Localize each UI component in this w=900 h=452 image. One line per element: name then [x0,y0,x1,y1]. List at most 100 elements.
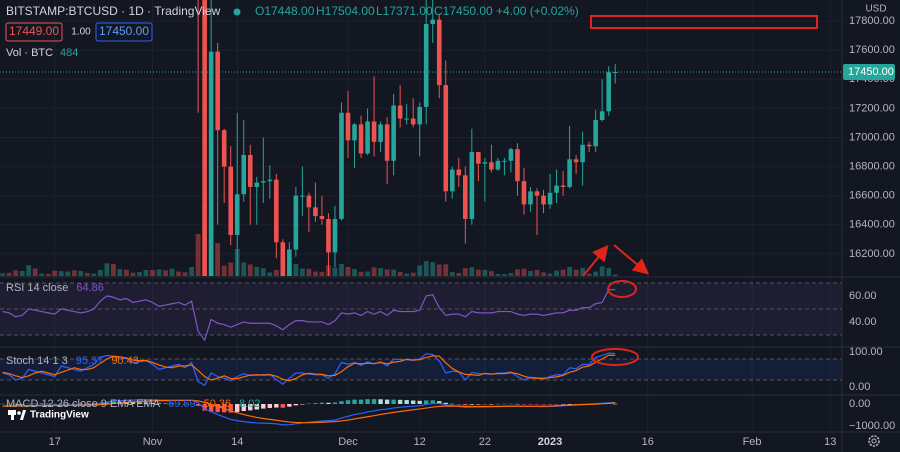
candle-body [580,144,585,163]
x-tick-label: 14 [231,436,243,448]
volume-bar [306,268,312,276]
histogram-bar [554,404,559,405]
histogram-bar [534,404,540,405]
indicator-line [2,354,616,382]
histogram-bar [573,404,579,405]
candle-body [378,124,383,142]
candle-body [423,24,429,107]
gear-icon[interactable] [868,435,880,447]
histogram-bar [91,403,97,405]
annotation-ellipse [591,348,639,366]
histogram-bar [156,403,162,405]
volume-bar [534,270,540,276]
volume-bar [593,271,599,276]
histogram-bar [111,401,116,405]
y-tick-label: 0.00 [849,381,870,393]
volume-bar [547,273,553,276]
buy-button[interactable] [95,22,153,42]
indicator-pane [0,352,842,387]
volume-bar [384,269,390,276]
candle-body [345,112,351,141]
volume-bar [299,268,305,276]
histogram-bar [384,399,390,405]
histogram-bar [463,404,468,405]
volume-bar [391,269,397,276]
histogram-bar [261,404,266,409]
candle-body [573,159,579,163]
candle-body [260,181,266,183]
volume-bar [39,273,45,276]
last-price-box [843,64,895,81]
histogram-bar [39,403,44,405]
histogram-bar [378,399,383,405]
candle-body [456,169,462,176]
indicator-label: Stoch 14 1 3 [6,355,68,367]
x-tick-label: 17 [49,436,61,448]
candle-body [241,154,247,195]
volume-bar [182,272,188,276]
currency[interactable]: USD [865,4,886,15]
y-tick-label: 17000.00 [849,131,895,143]
volume-bar [78,270,84,276]
volume-bar [430,262,436,276]
y-tick-label: 100.00 [849,346,883,358]
volume-bar [567,267,572,276]
spread: 1.00 [71,27,91,38]
histogram-bar [163,403,168,405]
candle-body [515,149,520,182]
gear-icon[interactable] [871,438,877,444]
indicator-value: 90.43 [111,355,139,367]
histogram-bar [391,399,396,405]
y-tick-label: 60.00 [849,290,877,302]
grid [0,0,842,432]
logo-mark [11,415,14,420]
histogram-bar [547,404,553,405]
volume-bar [215,243,221,276]
volume-bar [319,271,325,276]
volume-bar [313,271,318,276]
histogram-bar [104,401,110,405]
volume-bar [65,271,71,276]
x-tick-label: 22 [479,436,491,448]
candle-body [313,207,318,217]
candle-body [417,106,422,125]
candle-body [593,120,598,147]
histogram-bar [306,403,312,405]
candle-body [560,185,566,187]
candle-body [391,105,396,161]
histogram-bar [476,404,481,405]
x-tick-label: 12 [414,436,426,448]
volume-bar [606,268,612,276]
volume-bar [541,272,546,276]
candle-body [534,191,540,196]
volume-bar [117,269,123,276]
sell-button[interactable] [5,22,63,42]
histogram-bar [300,404,305,405]
histogram-bar [150,402,155,405]
histogram-bar [0,403,5,405]
settings-button[interactable] [868,435,880,447]
volume-bar [293,264,299,276]
histogram-bar [560,404,566,405]
volume-bar [58,271,64,276]
logo: TradingView [8,410,89,421]
buy-price[interactable]: 17450.00 [99,24,149,38]
histogram-bar [215,404,220,413]
candle-body [293,195,299,250]
volume-bar [84,273,90,276]
candle-body [410,118,416,125]
candle-body [463,175,468,219]
candle-body [495,160,501,170]
candle-body [606,72,611,112]
histogram-bar [143,402,149,405]
histogram-bar [443,402,448,405]
histogram-bar [339,401,344,405]
sell-price[interactable]: 17449.00 [9,24,59,38]
histogram-bar [176,403,181,405]
candle-body [306,195,312,208]
volume-bar [521,268,527,276]
volume-bar [339,264,344,276]
volume-bar [586,273,592,276]
